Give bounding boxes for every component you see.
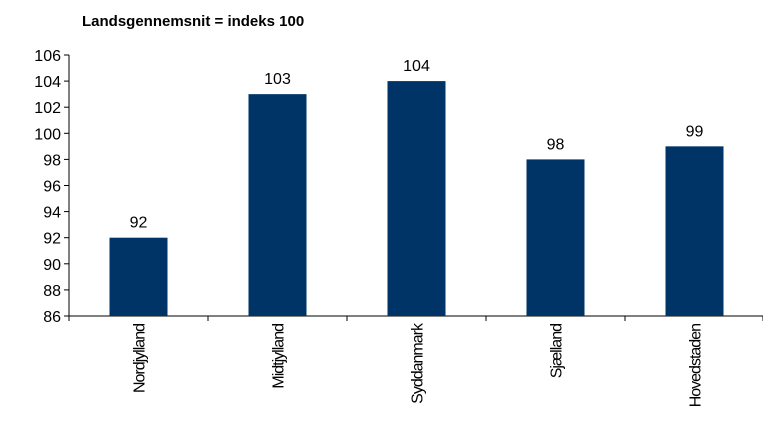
y-tick-label: 96 bbox=[43, 179, 61, 196]
x-tick-label: Syddanmark bbox=[410, 322, 427, 404]
y-tick-label: 106 bbox=[34, 48, 61, 65]
data-label: 104 bbox=[403, 58, 430, 75]
y-tick-label: 86 bbox=[43, 309, 61, 326]
data-label: 98 bbox=[547, 136, 565, 153]
data-label: 103 bbox=[264, 71, 291, 88]
bar bbox=[248, 94, 307, 317]
chart-title: Landsgennemsnit = indeks 100 bbox=[82, 13, 304, 30]
x-tick-label: Hovedstaden bbox=[688, 324, 705, 407]
y-tick-label: 102 bbox=[34, 100, 61, 117]
bar bbox=[109, 237, 168, 316]
y-tick-label: 88 bbox=[43, 283, 61, 300]
y-tick-label: 100 bbox=[34, 126, 61, 143]
bar bbox=[387, 81, 446, 316]
y-tick-label: 104 bbox=[34, 74, 61, 91]
y-tick-label: 94 bbox=[43, 205, 61, 222]
y-tick-label: 90 bbox=[43, 257, 61, 274]
y-tick-label: 98 bbox=[43, 152, 61, 169]
bar bbox=[526, 159, 585, 316]
data-label: 99 bbox=[686, 123, 704, 140]
x-tick-label: Sjælland bbox=[549, 324, 566, 378]
y-tick-label: 92 bbox=[43, 231, 61, 248]
bar bbox=[665, 146, 724, 316]
data-label: 92 bbox=[130, 215, 148, 232]
x-tick-label: Midtjylland bbox=[271, 324, 288, 389]
x-tick-label: Nordjylland bbox=[132, 324, 149, 393]
